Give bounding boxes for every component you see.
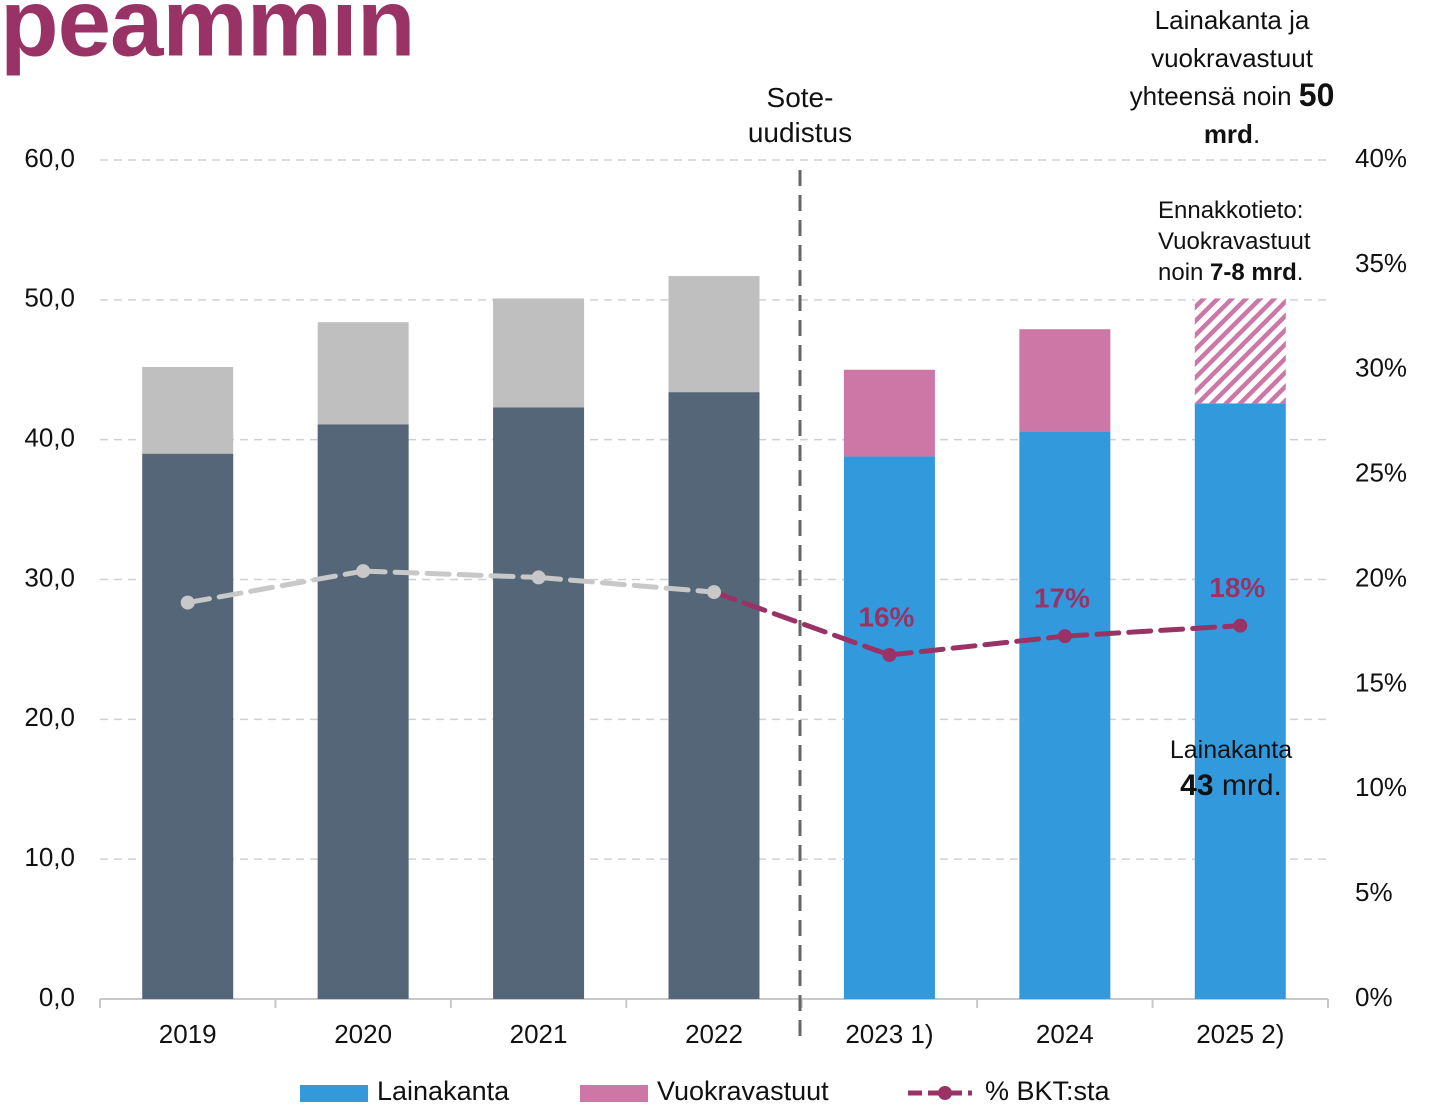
y2-tick-label: 40% [1355, 143, 1407, 173]
y-tick-label: 10,0 [24, 842, 75, 872]
annotation: Vuokravastuut [1158, 228, 1311, 255]
x-tick-label: 2023 1) [845, 1019, 933, 1049]
y-tick-label: 50,0 [24, 283, 75, 313]
line-segment [536, 574, 717, 595]
bar-segment [843, 456, 935, 999]
annotation-run: Lainakanta [1170, 736, 1292, 764]
bar-segment [1194, 403, 1286, 999]
y2-tick-label: 0% [1355, 982, 1393, 1012]
bar-segment [668, 276, 760, 393]
line-marker [1057, 629, 1072, 644]
annotation: mrd. [1204, 119, 1260, 149]
y2-tick-label: 20% [1355, 562, 1407, 592]
annotation-run: mrd [1204, 119, 1253, 149]
y2-tick-label: 25% [1355, 458, 1407, 488]
legend-swatch [580, 1085, 648, 1102]
annotation-run: . [1297, 259, 1304, 286]
x-tick-label: 2025 2) [1196, 1019, 1284, 1049]
line-segment [886, 633, 1068, 658]
legend-swatch [938, 1086, 952, 1100]
annotation-run: Lainakanta ja [1155, 5, 1310, 35]
line-segment [711, 589, 892, 658]
annotation-run: vuokravastuut [1151, 43, 1314, 73]
line-marker [1233, 618, 1248, 633]
line-marker [707, 585, 721, 600]
y-tick-label: 30,0 [24, 562, 75, 592]
annotation-run: 43 [1180, 769, 1213, 802]
x-tick-label: 2019 [159, 1019, 217, 1049]
bar-segment [142, 453, 234, 999]
y2-tick-label: 10% [1355, 772, 1407, 802]
y-tick-label: 0,0 [39, 982, 75, 1012]
data-label: 18% [1209, 572, 1265, 603]
bar-segment [142, 366, 234, 454]
annotation: uudistus [748, 117, 852, 148]
data-label: 17% [1034, 583, 1090, 614]
y2-tick-label: 35% [1355, 248, 1407, 278]
annotation-run: noin [1158, 259, 1210, 286]
annotation-run: . [1253, 119, 1260, 149]
annotation-run: 7-8 mrd [1210, 259, 1297, 286]
bar-segment [1019, 329, 1111, 432]
bar-segment [317, 424, 409, 999]
annotation-run: Vuokravastuut [1158, 228, 1311, 255]
legend-label: Lainakanta [377, 1076, 510, 1106]
legend-label: Vuokravastuut [657, 1076, 829, 1106]
y-tick-label: 40,0 [24, 423, 75, 453]
line-segment [185, 568, 366, 606]
x-tick-label: 2022 [685, 1019, 743, 1049]
annotation-run: yhteensä noin [1130, 81, 1299, 111]
annotation: Ennakkotieto: [1158, 197, 1303, 224]
bar-segment [317, 322, 409, 425]
annotation: Lainakanta ja [1155, 5, 1310, 35]
annotation: noin 7-8 mrd. [1158, 259, 1303, 286]
chart-title: peammin [0, 0, 414, 76]
line-marker [531, 570, 546, 585]
y-tick-label: 60,0 [24, 143, 75, 173]
bar-segment [1194, 298, 1286, 404]
legend-swatch [300, 1085, 368, 1102]
line-segment [360, 568, 542, 580]
line-marker [882, 648, 897, 663]
annotation: Lainakanta [1170, 736, 1292, 764]
bar-segment [668, 392, 760, 1000]
line-marker [356, 564, 371, 579]
line-segment [1062, 623, 1243, 639]
y-tick-label: 20,0 [24, 702, 75, 732]
y2-tick-label: 5% [1355, 877, 1393, 907]
annotation-run: 50 [1299, 77, 1335, 113]
x-tick-label: 2024 [1036, 1019, 1094, 1049]
annotation-run: Sote- [767, 82, 834, 113]
annotation: vuokravastuut [1151, 43, 1314, 73]
annotation-run: uudistus [748, 117, 852, 148]
legend-label: % BKT:sta [985, 1076, 1111, 1106]
bar-segment [843, 369, 935, 457]
x-tick-label: 2020 [334, 1019, 392, 1049]
data-label: 16% [858, 601, 914, 632]
bar-segment [493, 407, 585, 999]
bar-segment [493, 298, 585, 408]
bar-segment [1019, 431, 1111, 999]
annotation: Sote- [767, 82, 834, 113]
line-marker [180, 595, 195, 610]
x-tick-label: 2021 [510, 1019, 568, 1049]
y2-tick-label: 15% [1355, 667, 1407, 697]
annotation-run: Ennakkotieto: [1158, 197, 1303, 224]
y2-tick-label: 30% [1355, 353, 1407, 383]
annotation-run: mrd. [1214, 769, 1282, 802]
annotation: 43 mrd. [1180, 769, 1282, 802]
annotation: yhteensä noin 50 [1130, 77, 1335, 113]
